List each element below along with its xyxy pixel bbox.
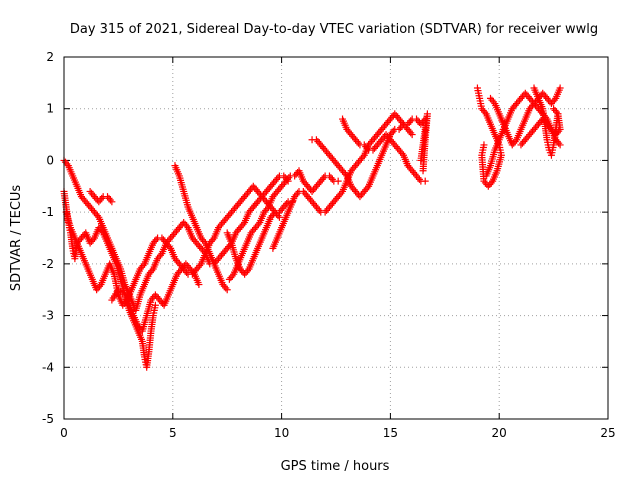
data-point (334, 177, 342, 185)
data-point (489, 98, 497, 106)
data-point (156, 251, 164, 259)
data-point (315, 206, 323, 214)
data-point (285, 174, 293, 182)
data-point (421, 177, 429, 185)
data-point (556, 84, 564, 92)
x-tick-label: 0 (60, 426, 68, 440)
data-point (407, 117, 415, 125)
data-point (408, 131, 416, 139)
data-point (139, 262, 147, 270)
data-point (239, 220, 247, 228)
data-point (415, 175, 423, 183)
data-point (419, 167, 427, 175)
data-point (200, 237, 208, 245)
data-point (152, 236, 160, 244)
data-point (556, 141, 564, 149)
data-point (480, 141, 488, 149)
y-tick-label: 1 (46, 102, 54, 116)
data-point (359, 153, 367, 161)
data-point (165, 243, 173, 251)
data-point (481, 179, 489, 187)
data-point (183, 222, 191, 230)
y-tick-label: -5 (42, 412, 54, 426)
y-axis-label: SDTVAR / TECUs (9, 185, 24, 292)
data-point (244, 267, 252, 275)
data-point (89, 236, 97, 244)
data-point (228, 272, 236, 280)
data-point (283, 200, 291, 208)
data-point (354, 139, 362, 147)
data-point (337, 189, 345, 197)
chart-title: Day 315 of 2021, Sidereal Day-to-day VTE… (70, 22, 598, 37)
ticks: 0 5 10 15 20 25 -5 -4 -3 -2 -1 0 1 2 (42, 50, 616, 440)
data-point (223, 286, 231, 294)
data-point (328, 175, 336, 183)
data-point (398, 150, 406, 158)
data-point (398, 122, 406, 130)
data-point (96, 282, 104, 290)
data-point (148, 267, 156, 275)
x-tick-label: 25 (600, 426, 615, 440)
data-point (183, 268, 191, 276)
data-point (209, 236, 217, 244)
data-point (151, 301, 159, 309)
data-point (407, 129, 415, 137)
data-point (274, 174, 282, 182)
data-point (98, 227, 106, 235)
data-point (550, 105, 558, 113)
y-tick-label: 2 (46, 50, 54, 64)
x-tick-label: 5 (169, 426, 177, 440)
x-axis-label: GPS time / hours (281, 459, 390, 474)
data-point (363, 184, 371, 192)
y-tick-label: -3 (42, 309, 54, 323)
data-point (93, 212, 101, 220)
x-tick-label: 10 (274, 426, 289, 440)
data-point (270, 210, 278, 218)
y-tick-label: -4 (42, 360, 54, 374)
data-point (263, 205, 271, 213)
data-markers (60, 84, 564, 371)
plot-frame (63, 56, 609, 420)
data-point (63, 160, 71, 168)
data-point (294, 189, 302, 197)
data-point (320, 174, 328, 182)
data-point (363, 144, 371, 152)
y-tick-label: 0 (46, 153, 54, 167)
data-point (550, 96, 558, 104)
data-point (254, 220, 262, 228)
x-tick-label: 20 (492, 426, 507, 440)
data-point (481, 108, 489, 116)
data-point (341, 170, 349, 178)
data-point (189, 268, 197, 276)
data-point (98, 194, 106, 202)
data-point (108, 198, 116, 206)
data-point (195, 281, 203, 289)
data-point (554, 110, 562, 118)
y-tick-label: -2 (42, 257, 54, 271)
x-tick-label: 15 (383, 426, 398, 440)
data-point (106, 196, 114, 204)
data-point (511, 137, 519, 145)
y-tick-label: -1 (42, 205, 54, 219)
data-point (222, 284, 230, 292)
data-point (389, 127, 397, 135)
data-point (196, 262, 204, 270)
